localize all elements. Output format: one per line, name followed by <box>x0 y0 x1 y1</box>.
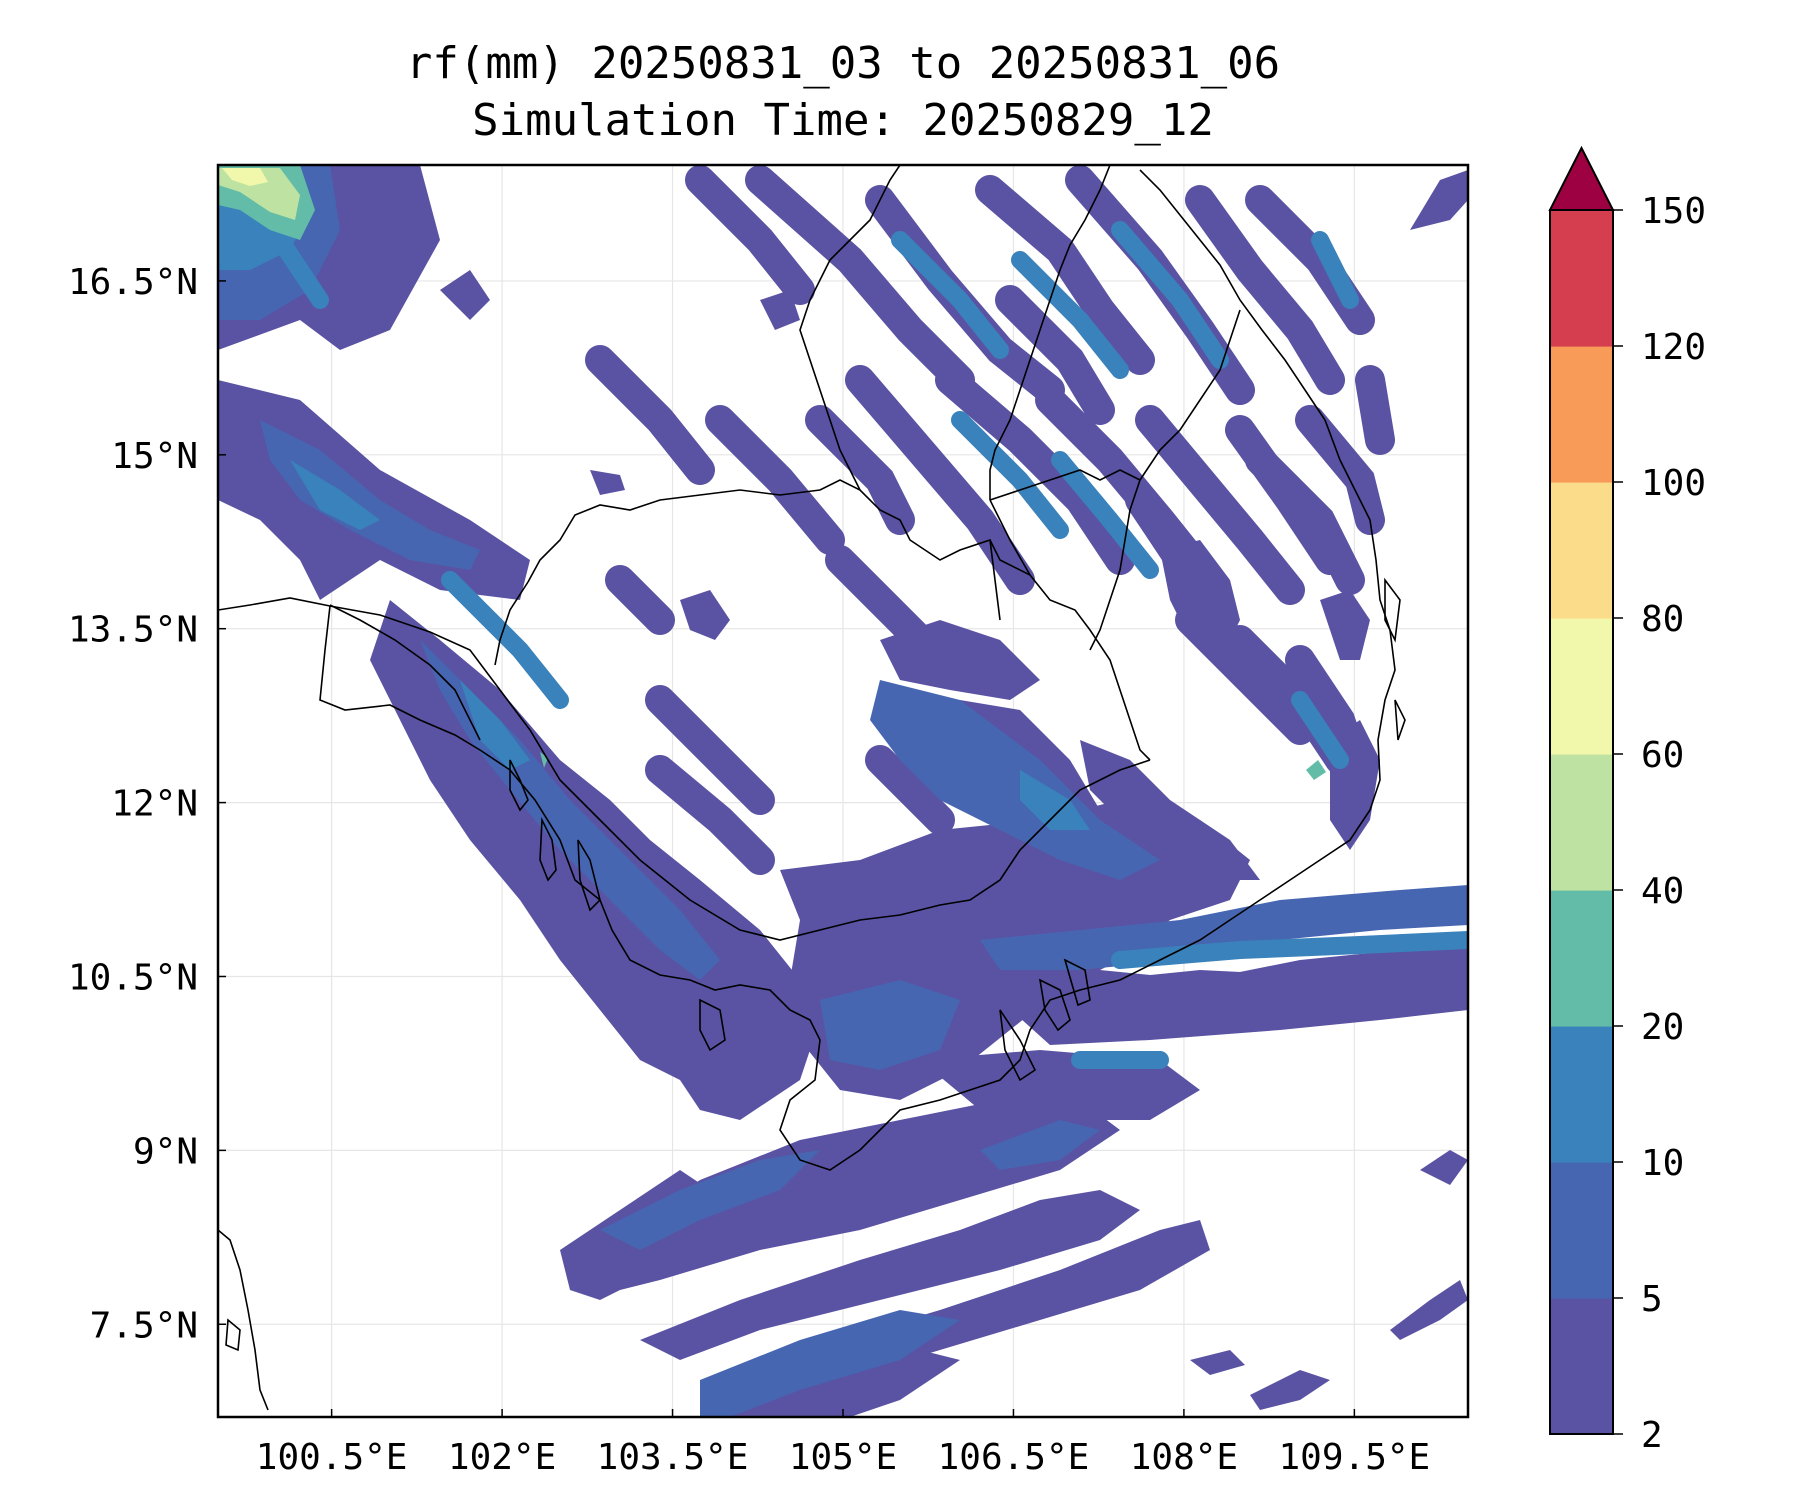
colorbar-extend-max <box>1548 145 1615 211</box>
rainfall-bands-highlands <box>585 165 1395 875</box>
lon-tick-label: 106.5°E <box>938 1437 1090 1478</box>
colorbar-frame <box>1549 209 1614 1435</box>
colorbar-segment <box>1550 210 1613 347</box>
lat-tick-label: 13.5°N <box>68 610 198 651</box>
map-panel: 100.5°E 102°E 103.5°E 105°E 106.5°E 108°E 109.… <box>68 163 1470 1478</box>
lon-tick-label: 105°E <box>789 1437 897 1478</box>
colorbar-segment <box>1550 1298 1613 1435</box>
lon-tick-label: 103.5°E <box>597 1437 749 1478</box>
coastlines-and-borders <box>218 165 1406 1411</box>
colorbar-segment <box>1550 618 1613 755</box>
colorbar-segment <box>1550 1026 1613 1163</box>
colorbar-segment <box>1550 1162 1613 1299</box>
lat-tick-label: 15°N <box>111 436 198 477</box>
colorbar-segment <box>1550 346 1613 483</box>
colorbar-tick-label: 120 <box>1641 327 1706 368</box>
lon-tick-label: 109.5°E <box>1279 1437 1431 1478</box>
rainfall-bands-moderate <box>271 221 1468 1069</box>
lat-tick-label: 9°N <box>133 1131 198 1172</box>
colorbar-tick-label: 60 <box>1641 735 1684 776</box>
colorbar: 2 5 10 20 40 60 80 100 120 150 <box>1548 145 1706 1456</box>
colorbar-tick-label: 40 <box>1641 871 1684 912</box>
longitude-ticks: 100.5°E 102°E 103.5°E 105°E 106.5°E 108°E 109.… <box>256 1409 1430 1478</box>
map-subtitle: Simulation Time: 20250829_12 <box>472 95 1214 146</box>
colorbar-tick-label: 10 <box>1641 1143 1684 1184</box>
rainfall-field <box>218 165 1468 1417</box>
colorbar-tick-label: 2 <box>1641 1415 1663 1456</box>
lon-tick-label: 108°E <box>1130 1437 1238 1478</box>
lat-tick-label: 12°N <box>111 784 198 825</box>
colorbar-tick-label: 150 <box>1641 191 1706 232</box>
latitude-ticks: 16.5°N 15°N 13.5°N 12°N 10.5°N 9°N 7.5°N <box>68 262 226 1346</box>
lon-tick-label: 102°E <box>448 1437 556 1478</box>
colorbar-segment <box>1550 754 1613 891</box>
lat-tick-label: 16.5°N <box>68 262 198 303</box>
colorbar-segment <box>1550 890 1613 1027</box>
rainfall-band-60-80 <box>222 168 268 186</box>
colorbar-segment <box>1550 482 1613 619</box>
colorbar-tick-label: 80 <box>1641 599 1684 640</box>
colorbar-tick-label: 20 <box>1641 1007 1684 1048</box>
lat-tick-label: 7.5°N <box>90 1305 198 1346</box>
colorbar-tick-label: 5 <box>1641 1279 1663 1320</box>
lat-tick-label: 10.5°N <box>68 957 198 998</box>
lon-tick-label: 100.5°E <box>256 1437 408 1478</box>
map-title: rf(mm) 20250831_03 to 20250831_06 <box>406 38 1280 89</box>
colorbar-tick-label: 100 <box>1641 463 1706 504</box>
